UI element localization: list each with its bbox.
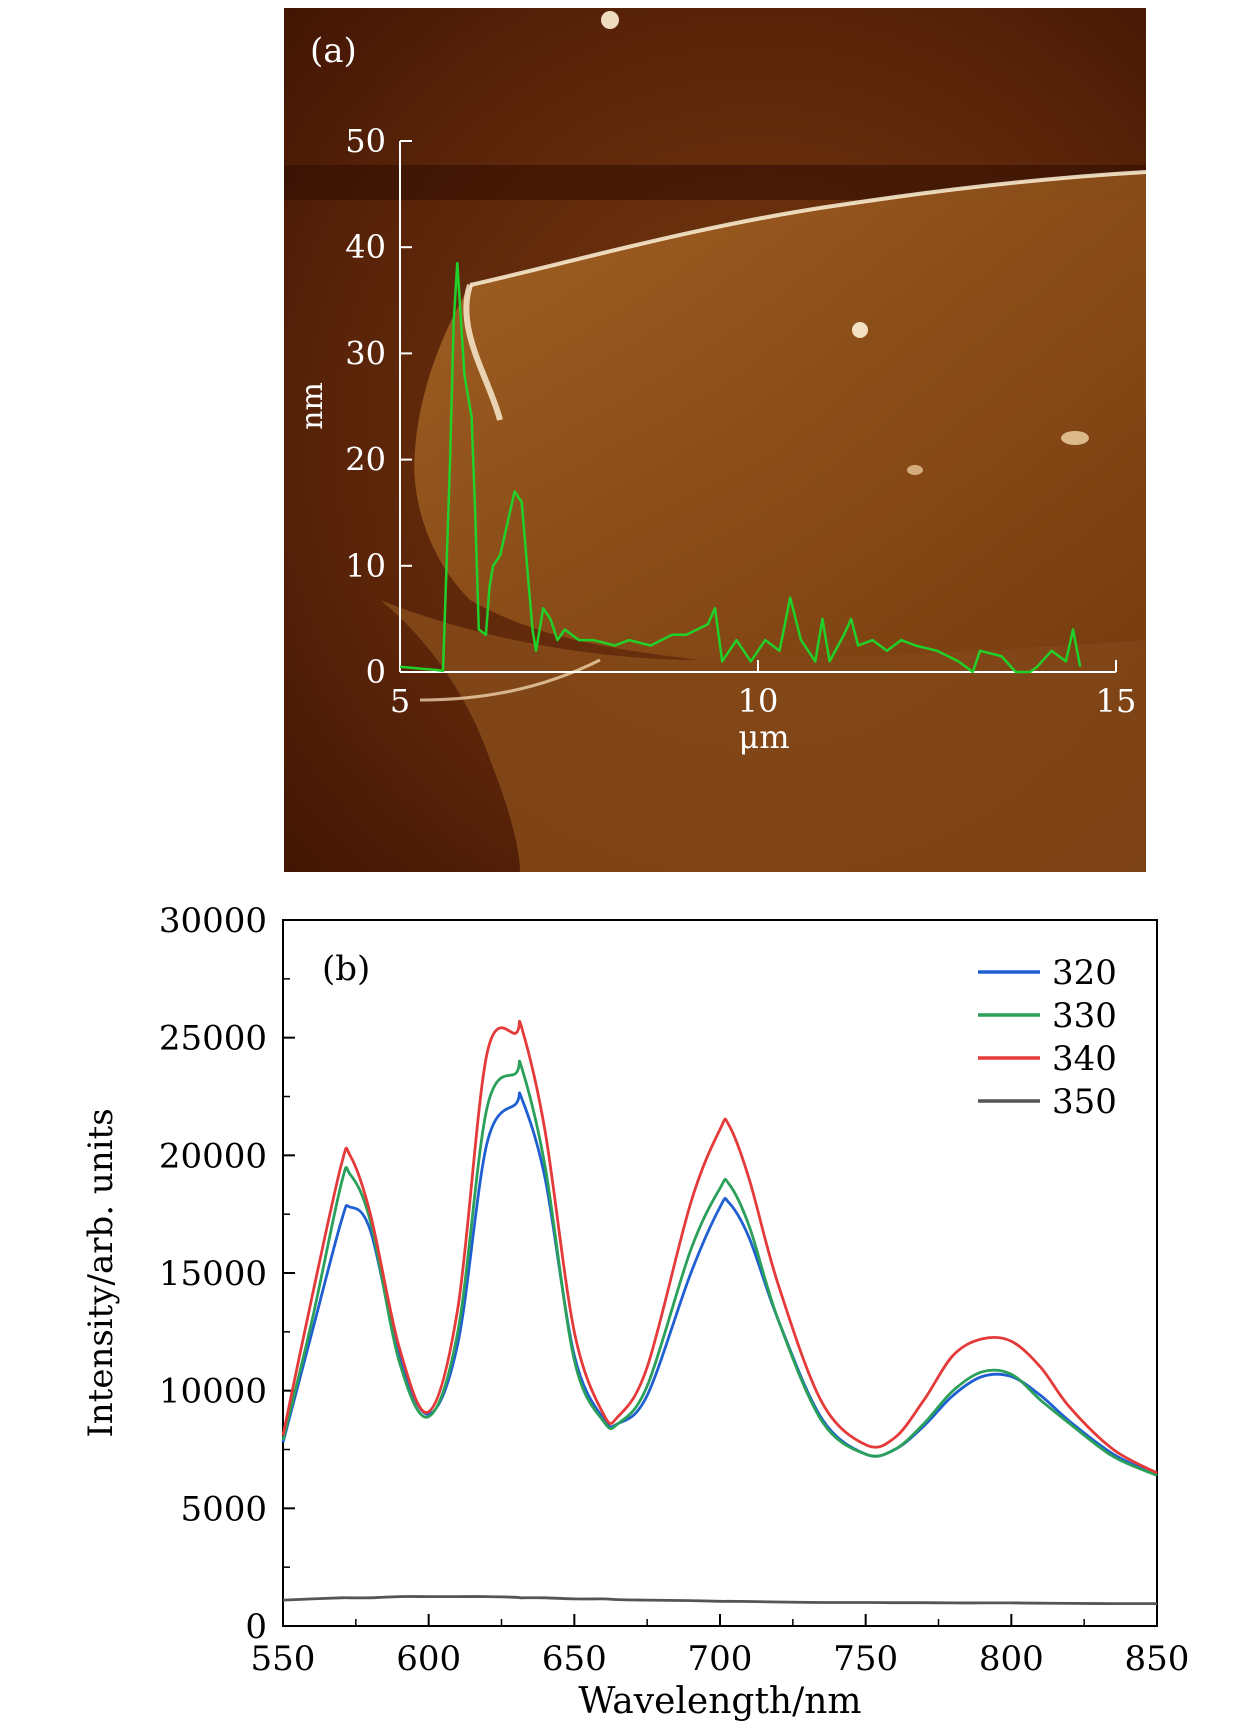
panel-b-plot-frame xyxy=(282,919,1158,1627)
panel-b-x-tick-label: 550 xyxy=(251,1639,316,1679)
panel-b-y-tick-label: 10000 xyxy=(159,1372,267,1412)
afm-flake-left-edge xyxy=(463,284,503,421)
panel-b-x-axis-title: Wavelength/nm xyxy=(578,1681,861,1722)
panel-b-y-tick-label: 20000 xyxy=(159,1136,267,1176)
legend-label-340: 340 xyxy=(1052,1039,1117,1079)
afm-flake-fold xyxy=(419,658,601,702)
panel-b-y-tick-label: 0 xyxy=(245,1607,267,1647)
panel-b-x-tick-label: 800 xyxy=(979,1639,1044,1679)
afm-flake-upper xyxy=(414,172,1146,660)
panel-a-x-axis-title: μm xyxy=(738,718,789,756)
panel-a-ticks: 0 10 20 30 40 50 5 10 15 xyxy=(345,122,1136,720)
afm-particle xyxy=(852,322,868,338)
afm-particle xyxy=(907,465,923,475)
panel-a-series xyxy=(399,261,1082,674)
afm-particle xyxy=(1061,431,1089,445)
panel-b-ticks: 0 5000 10000 15000 20000 25000 30000 550 600 650 7… xyxy=(159,901,1190,1679)
series-line-330 xyxy=(281,1059,1158,1477)
panel-a-y-tick-label: 30 xyxy=(345,334,386,372)
panel-a-label: (a) xyxy=(310,31,357,71)
panel-b-x-tick-label: 750 xyxy=(833,1639,898,1679)
panel-a-y-tick-label: 40 xyxy=(345,228,386,266)
legend-label-320: 320 xyxy=(1052,953,1117,993)
panel-a-height-profile-line xyxy=(399,261,1082,674)
panel-b-x-tick-label: 850 xyxy=(1125,1639,1190,1679)
panel-a-y-axis-title: nm xyxy=(295,382,330,430)
panel-b-y-axis-title: Intensity/arb. units xyxy=(81,1108,121,1437)
series-line-350 xyxy=(282,1595,1158,1606)
panel-b-label: (b) xyxy=(322,949,370,989)
legend-label-330: 330 xyxy=(1052,996,1117,1036)
afm-flake-lower xyxy=(380,600,1146,872)
panel-b-x-tick-label: 600 xyxy=(396,1639,461,1679)
panel-b: (b) 0 5000 10000 15000 20000 25000 30000 550 600… xyxy=(81,901,1189,1722)
panel-a-y-tick-label: 10 xyxy=(345,547,386,585)
panel-b-series xyxy=(281,1019,1158,1606)
afm-flake-bright-edge xyxy=(469,170,1147,287)
panel-a-y-tick-label: 50 xyxy=(345,122,386,160)
panel-a-x-tick-label: 10 xyxy=(738,682,779,720)
panel-b-x-tick-label: 700 xyxy=(688,1639,753,1679)
legend-label-350: 350 xyxy=(1052,1082,1117,1122)
series-line-340 xyxy=(281,1019,1158,1475)
afm-particle xyxy=(601,11,619,29)
panel-b-y-tick-label: 30000 xyxy=(159,901,267,941)
panel-b-y-tick-label: 15000 xyxy=(159,1254,267,1294)
panel-a-y-tick-label: 0 xyxy=(366,653,386,691)
panel-b-x-tick-label: 650 xyxy=(542,1639,607,1679)
panel-b-y-tick-label: 25000 xyxy=(159,1019,267,1059)
panel-a-y-tick-label: 20 xyxy=(345,441,386,479)
panel-a: (a) 0 10 20 30 40 50 5 10 15 nm μm xyxy=(284,8,1147,872)
panel-a-x-tick-label: 5 xyxy=(390,682,410,720)
panel-b-y-tick-label: 5000 xyxy=(180,1489,267,1529)
series-line-320 xyxy=(281,1091,1158,1477)
panel-a-x-tick-label: 15 xyxy=(1096,682,1137,720)
